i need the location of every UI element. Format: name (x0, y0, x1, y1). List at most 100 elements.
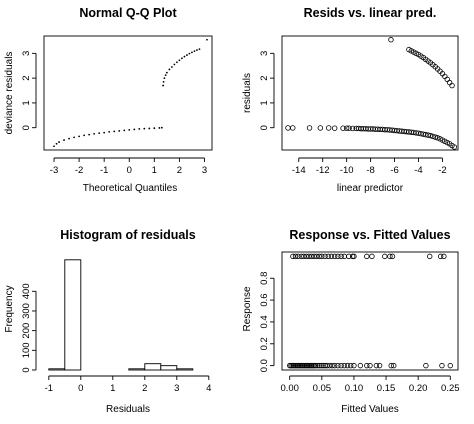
data-point (78, 135, 81, 138)
data-point (313, 253, 320, 260)
data-point (451, 144, 458, 150)
data-point (423, 362, 429, 369)
data-point (326, 362, 333, 369)
data-point (364, 362, 370, 369)
data-point (439, 362, 445, 369)
y-tick-label: 0 (21, 367, 32, 372)
x-axis-label: Theoretical Quantiles (83, 183, 178, 194)
data-point (158, 127, 161, 129)
data-point (306, 253, 312, 260)
data-point (170, 66, 173, 68)
data-point (444, 76, 450, 83)
data-point (324, 362, 330, 369)
data-point (335, 253, 341, 260)
x-tick-label: 0.15 (377, 383, 396, 394)
data-point (341, 362, 348, 369)
x-tick-label: 0.00 (280, 383, 299, 394)
data-point (68, 137, 70, 140)
y-axis-label: deviance residuals (4, 52, 15, 135)
x-tick-label: -10 (340, 165, 354, 176)
data-point (341, 253, 348, 260)
x-tick-label: -4 (414, 165, 422, 176)
data-point (290, 253, 296, 260)
data-point (432, 134, 438, 140)
data-point (298, 253, 304, 260)
chart-title: Resids vs. linear pred. (304, 6, 437, 20)
y-tick-label: 0.6 (259, 293, 270, 306)
data-point (351, 253, 357, 260)
data-point (188, 52, 191, 55)
data-point (351, 362, 357, 369)
histogram-bar (128, 368, 146, 371)
x-tick-label: 3 (174, 383, 179, 394)
x-tick-label: 1 (110, 383, 115, 394)
data-point (373, 362, 380, 369)
x-tick-label: 2 (142, 383, 147, 394)
data-point (118, 130, 121, 132)
chart-title: Response vs. Fitted Values (289, 228, 450, 242)
plot-frame (281, 251, 459, 371)
x-tick-label: 0 (78, 383, 83, 394)
data-point (58, 141, 60, 143)
x-tick-label: -12 (316, 165, 330, 176)
data-point (387, 253, 393, 260)
data-point (318, 362, 324, 369)
y-axis-label: Response (242, 286, 253, 331)
data-point (295, 253, 301, 260)
data-point (441, 253, 447, 260)
data-point (427, 253, 433, 260)
data-point (168, 68, 171, 71)
data-point (329, 362, 335, 369)
data-point (340, 125, 346, 131)
data-point (98, 132, 101, 135)
data-point (138, 128, 141, 130)
chart-title: Histogram of residuals (60, 228, 195, 242)
data-point (391, 362, 397, 369)
histogram-bar (144, 363, 162, 371)
data-point (312, 362, 319, 369)
x-tick-label: 0.20 (409, 383, 428, 394)
data-point (290, 125, 296, 131)
data-point (364, 253, 370, 260)
data-point (320, 362, 326, 369)
x-axis-label: Fitted Values (341, 404, 399, 415)
data-point (343, 125, 350, 131)
data-point (382, 253, 388, 260)
data-point (308, 253, 315, 260)
data-point (301, 253, 307, 260)
data-point (346, 125, 352, 131)
data-point (196, 49, 198, 52)
data-point (376, 362, 383, 369)
x-tick-label: 3 (202, 165, 207, 176)
y-tick-label: 0.4 (259, 315, 270, 328)
data-point (346, 253, 352, 260)
plot-frame (281, 35, 459, 151)
data-point (303, 253, 310, 260)
data-point (198, 48, 201, 51)
y-tick-label: 100 (21, 342, 32, 358)
y-tick-label: 300 (21, 303, 32, 319)
data-point (148, 127, 151, 130)
data-point (160, 126, 163, 129)
data-point (388, 362, 394, 369)
data-point (335, 362, 341, 369)
data-point (349, 125, 356, 132)
data-point (306, 125, 313, 131)
data-point (446, 79, 453, 86)
data-point (53, 145, 55, 148)
data-point (449, 82, 455, 89)
data-point (128, 129, 131, 131)
data-point (162, 80, 165, 83)
data-point (108, 131, 111, 133)
chart-title: Normal Q-Q Plot (79, 6, 177, 20)
y-tick-label: 0 (21, 125, 32, 130)
data-point (191, 51, 193, 54)
data-point (311, 253, 317, 260)
plot-frame (43, 35, 213, 151)
data-point (425, 132, 431, 138)
x-tick-label: -2 (438, 165, 446, 176)
data-point (369, 253, 375, 260)
data-point (430, 133, 436, 140)
y-tick-label: 200 (21, 323, 32, 339)
